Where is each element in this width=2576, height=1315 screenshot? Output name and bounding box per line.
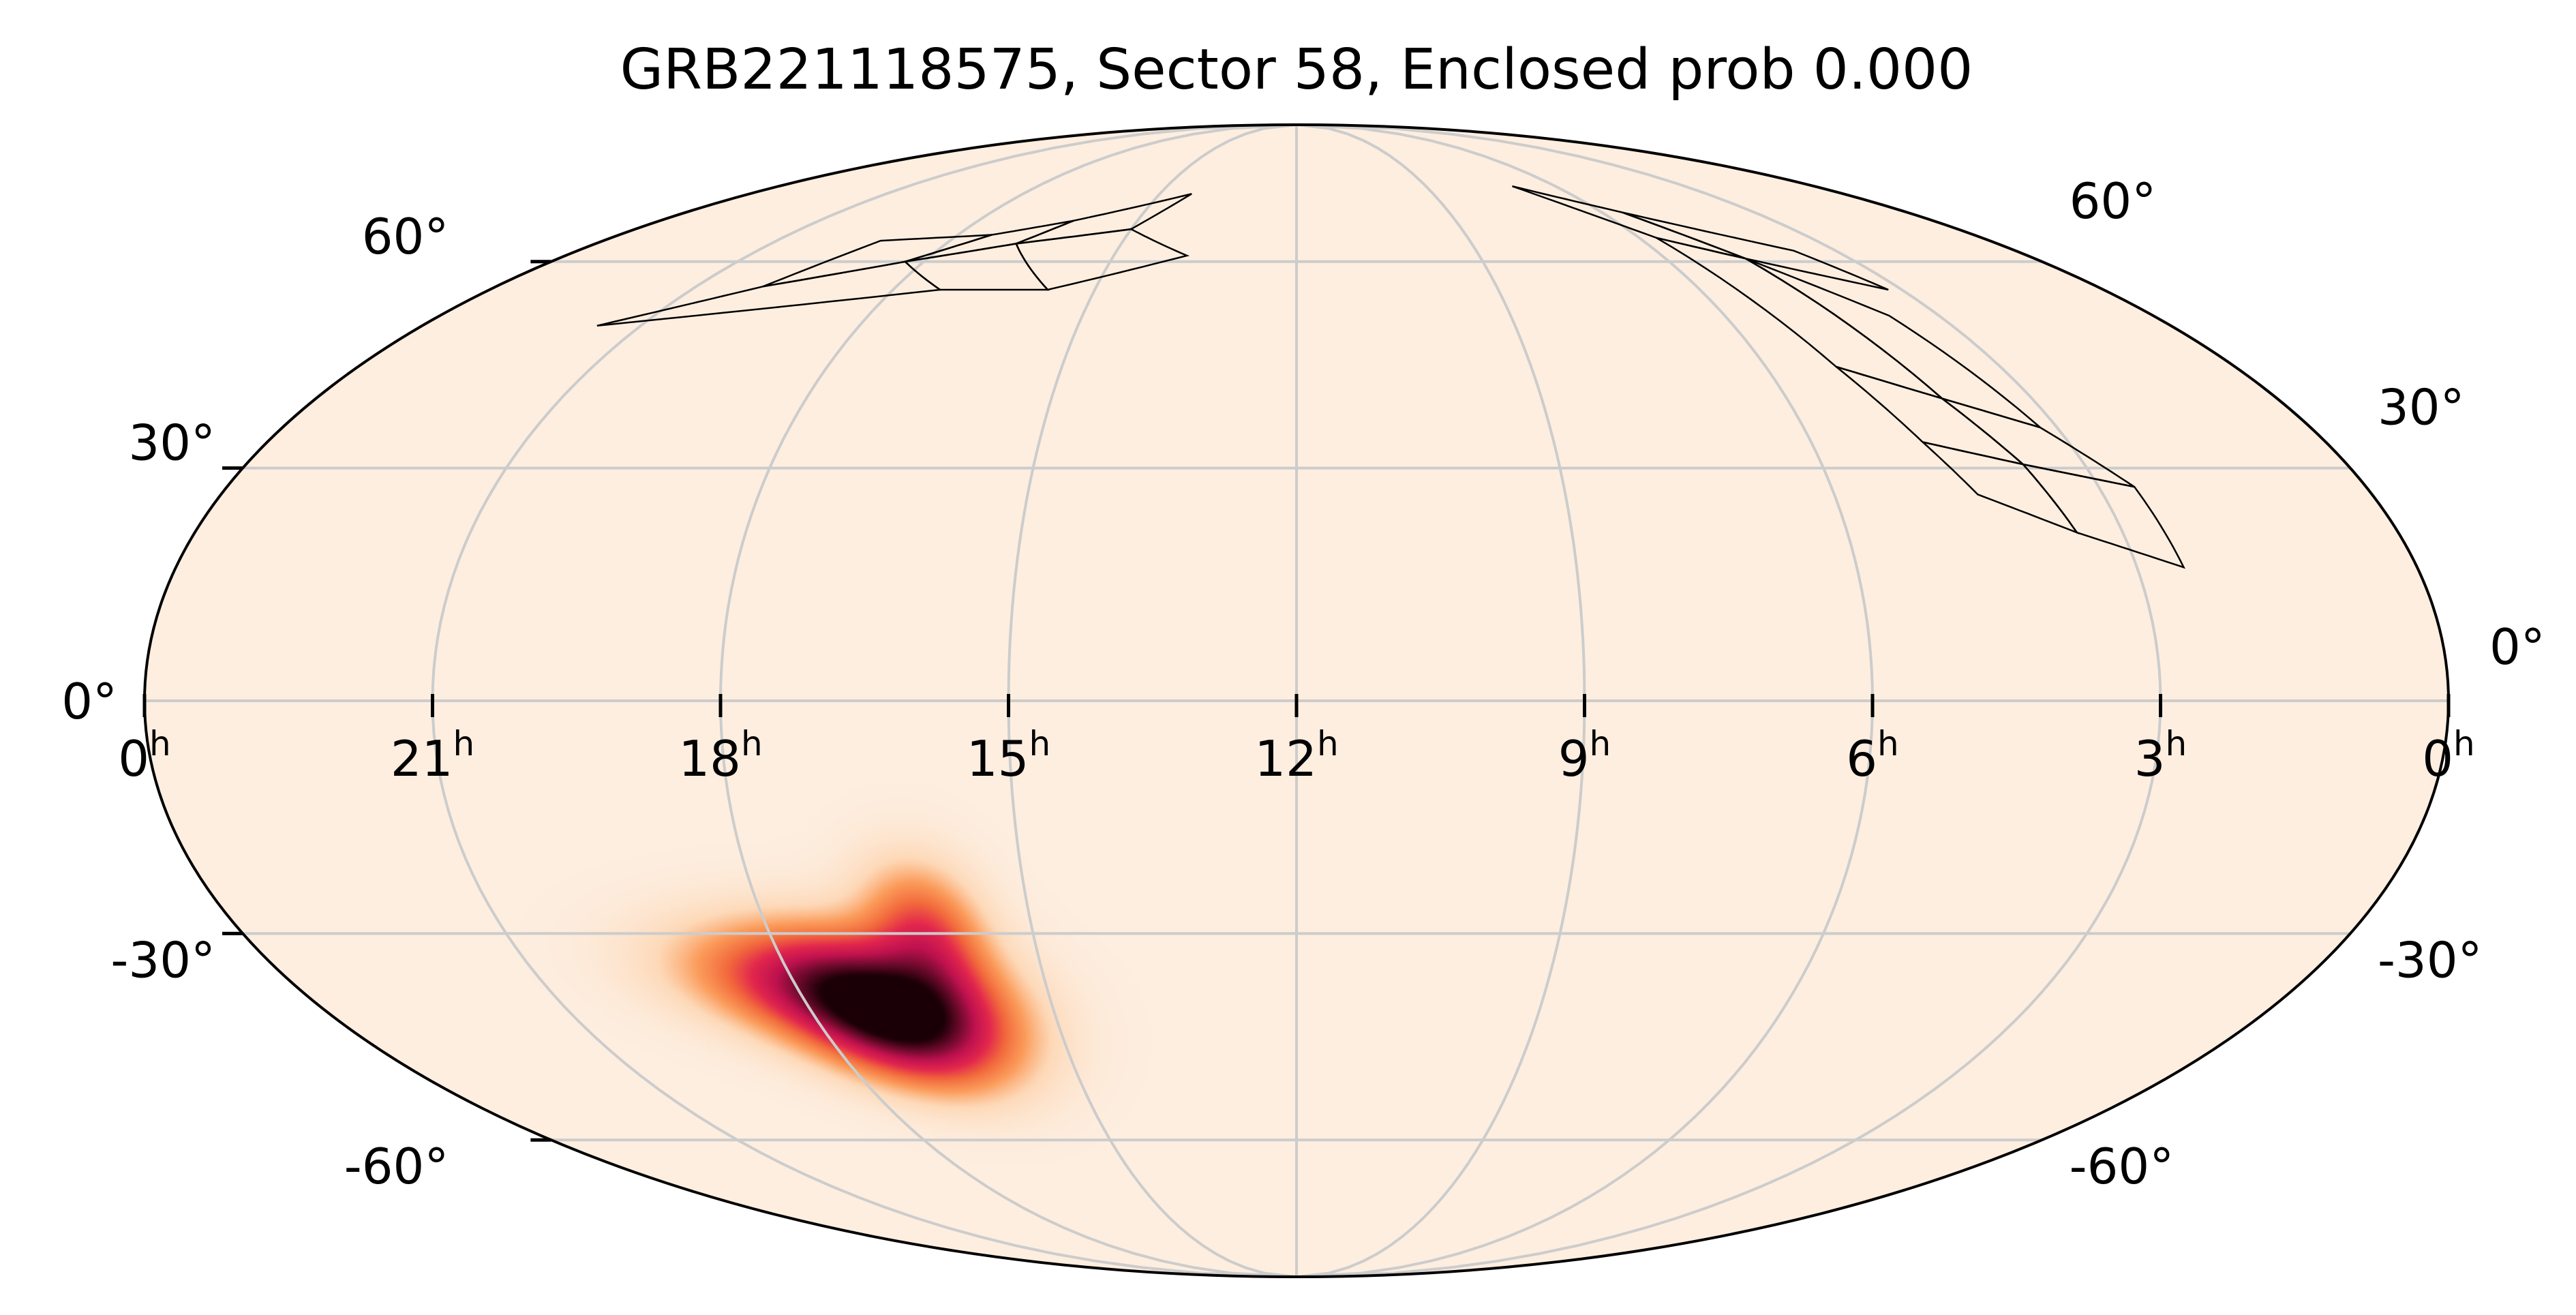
footprint-camera-d (1835, 365, 2185, 569)
dec-tick-label-right: 60° (2070, 172, 2157, 230)
ra-tick-label: 9h (1558, 724, 1611, 787)
dec-tick-label-left: 0° (61, 673, 117, 730)
dec-tick-label-left: 60° (362, 208, 449, 265)
dec-tick-label-left: -30° (110, 931, 215, 988)
ccd-outline (2020, 463, 2185, 569)
footprint-camera-b (1014, 193, 1192, 291)
ccd-outline (1622, 211, 1889, 291)
dec-tick-label-right: 0° (2489, 618, 2545, 676)
dec-tick-label-left: 30° (128, 414, 215, 472)
ccd-outline (1014, 228, 1190, 291)
dec-tick-label-right: -30° (2378, 931, 2483, 988)
sector-footprints (596, 185, 2185, 569)
ra-tick-label: 0h (2422, 724, 2475, 787)
dec-tick-label-left: -60° (344, 1138, 449, 1195)
dec-tick-label-right: 30° (2378, 379, 2465, 436)
axis-ticks: 0h 21h 18h 15h 12h 9h 6h 3h 0h60°60°30°30°0°0°-3… (61, 172, 2545, 1195)
dec-tick-label-right: -60° (2070, 1138, 2175, 1195)
ra-tick-label: 18h (678, 724, 762, 787)
ra-tick-label: 0h (118, 724, 171, 787)
chart-title: GRB221118575, Sector 58, Enclosed prob 0… (620, 37, 1973, 102)
